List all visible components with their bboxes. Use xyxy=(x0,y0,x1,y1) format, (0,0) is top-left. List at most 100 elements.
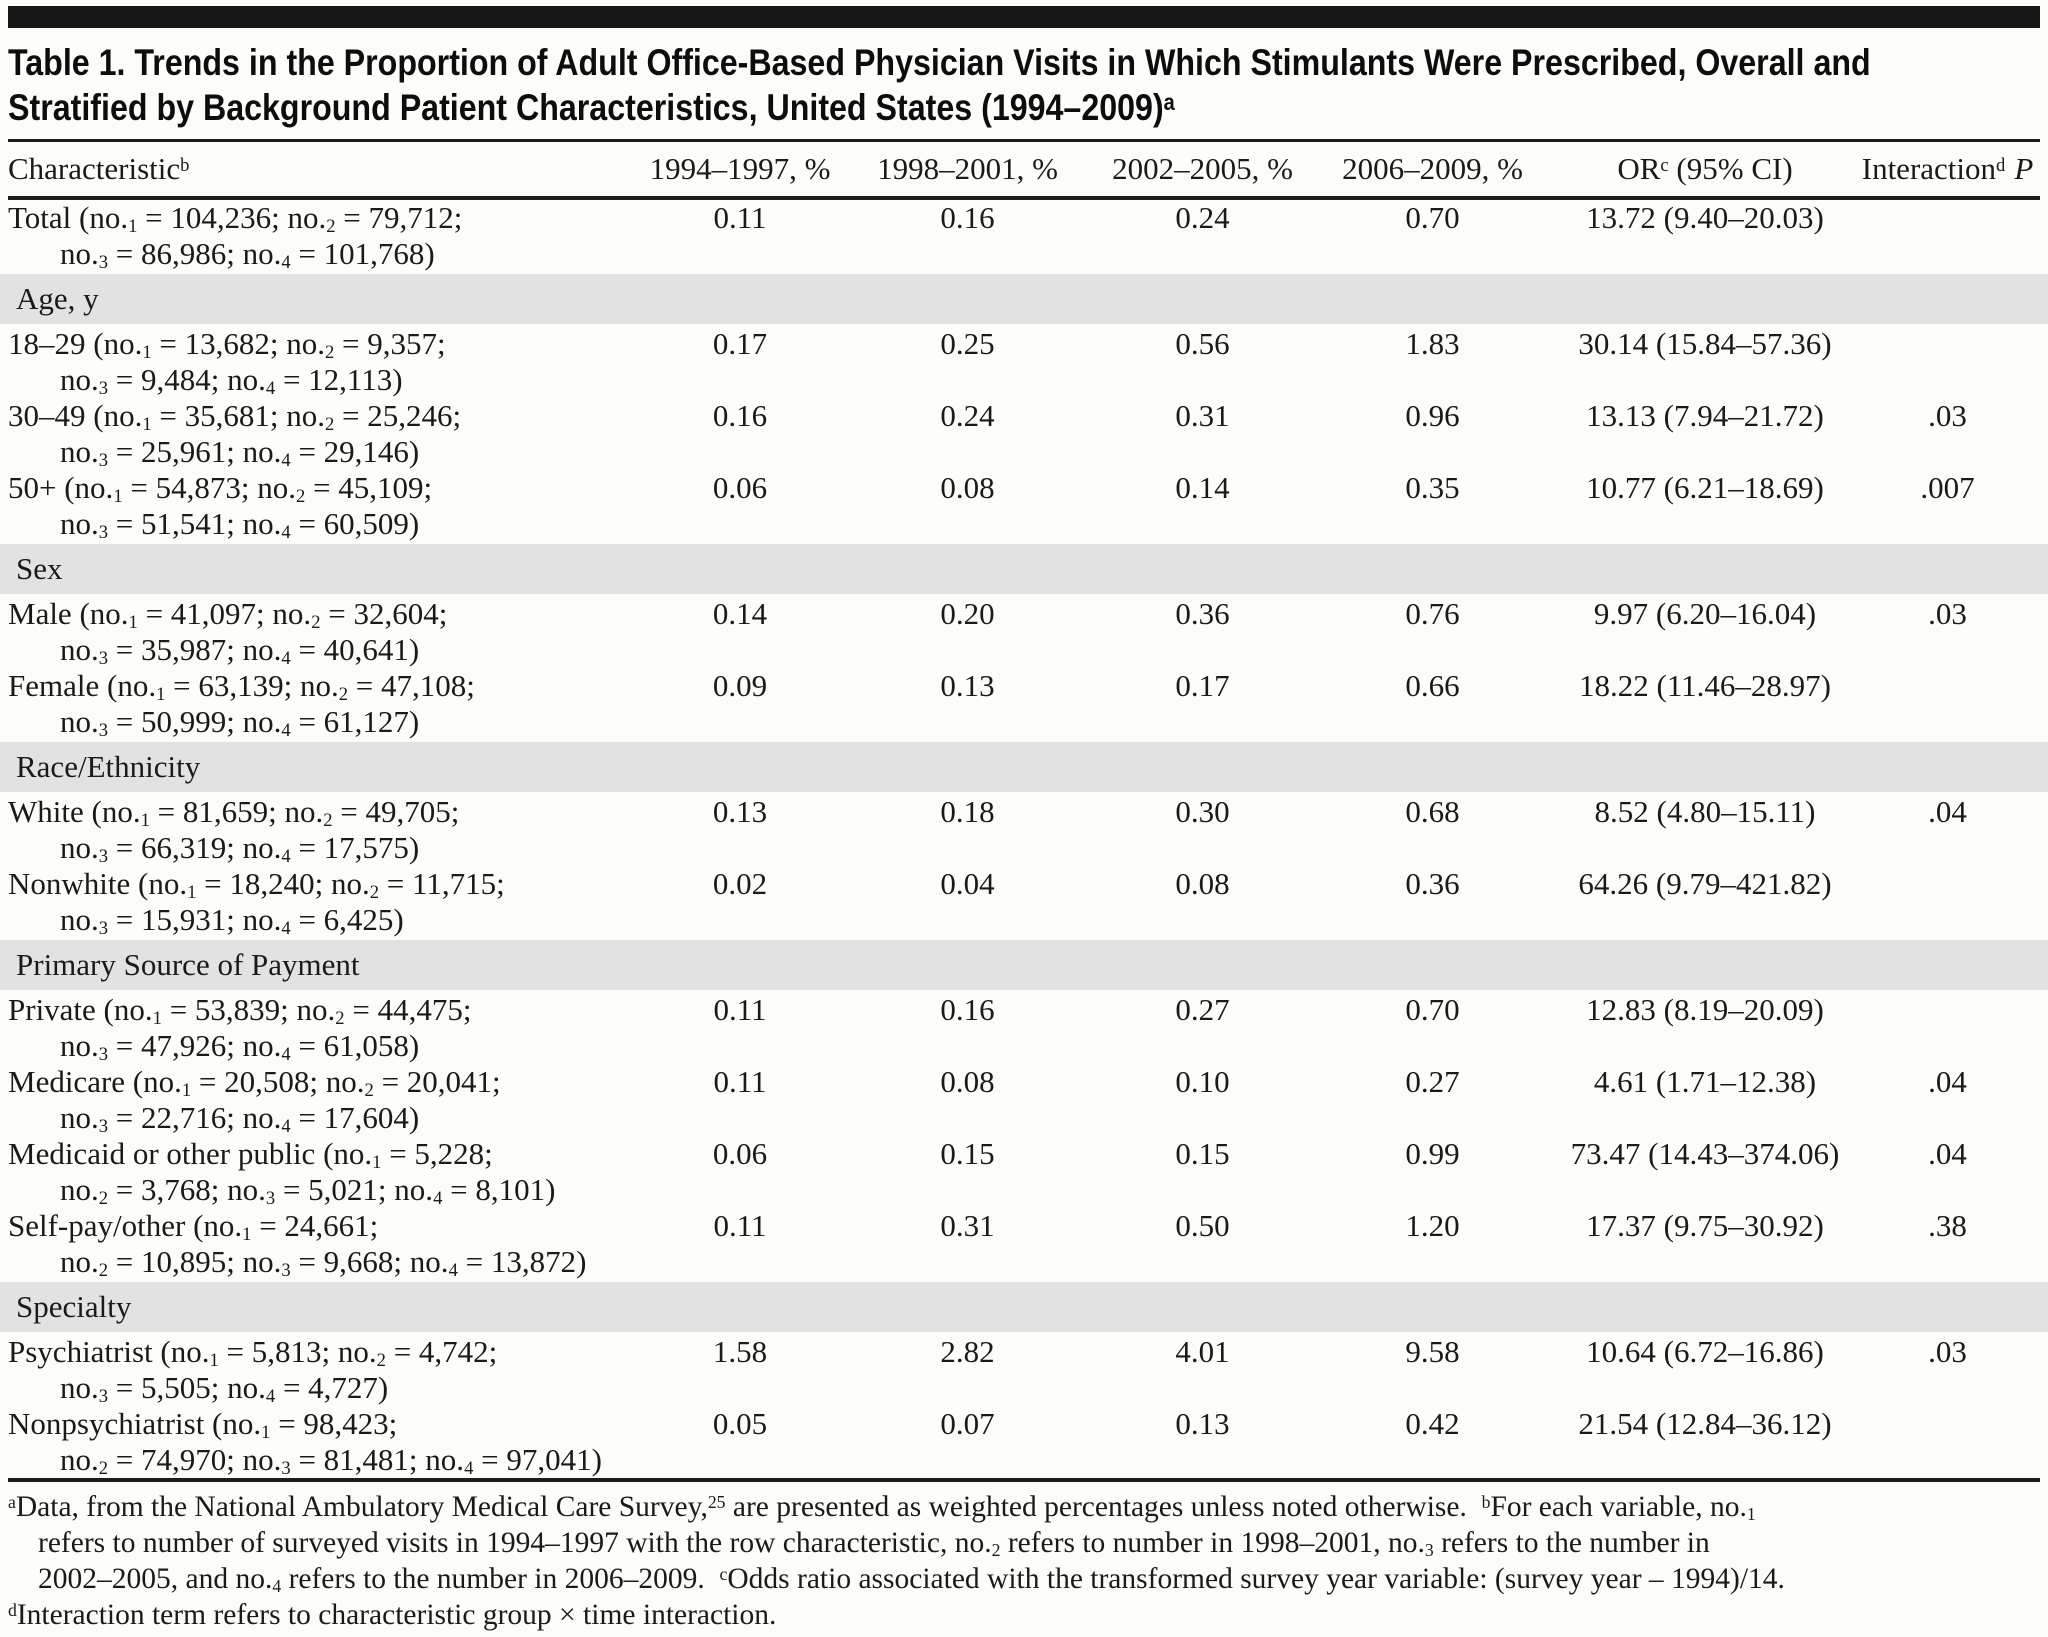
cell-2006-2009: 0.27 xyxy=(1405,1064,1460,1099)
footnote-line: aData, from the National Ambulatory Medi… xyxy=(8,1491,1756,1524)
row-label-continuation: no.3 = 86,986; no.4 = 101,768) xyxy=(60,236,435,274)
cell-2006-2009: 0.42 xyxy=(1405,1406,1460,1441)
section-row: Primary Source of Payment xyxy=(0,940,2048,990)
section-row: Age, y xyxy=(0,274,2048,324)
cell-1994-1997: 0.11 xyxy=(713,1064,767,1099)
cell-interaction-p: .04 xyxy=(1928,1064,1967,1099)
cell-2006-2009: 1.83 xyxy=(1405,326,1460,361)
cell-1998-2001: 0.13 xyxy=(940,668,995,703)
cell-1994-1997: 0.13 xyxy=(712,794,768,829)
cell-1994-1997: 0.11 xyxy=(713,992,767,1027)
cell-2006-2009: 0.36 xyxy=(1405,866,1460,901)
row-label: Female (no.1 = 63,139; no.2 = 47,108; no.… xyxy=(8,668,640,740)
row-label-continuation: no.3 = 5,505; no.4 = 4,727) xyxy=(60,1370,389,1408)
cell-1994-1997: 0.02 xyxy=(712,866,768,901)
top-rule-bar xyxy=(8,6,2040,28)
cell-1998-2001: 0.08 xyxy=(940,1064,995,1099)
cell-1994-1997: 0.05 xyxy=(712,1406,768,1441)
cell-interaction-p: .03 xyxy=(1928,398,1967,433)
row-label-line1: 30–49 (no.1 = 35,681; no.2 = 25,246; xyxy=(8,398,462,436)
row-label-line1: Nonpsychiatrist (no.1 = 98,423; xyxy=(8,1406,398,1444)
cell-1994-1997: 0.06 xyxy=(712,1136,768,1171)
cell-1998-2001: 0.31 xyxy=(940,1208,995,1243)
cell-1994-1997: 0.11 xyxy=(713,1208,767,1243)
cell-2002-2005: 0.24 xyxy=(1175,200,1230,235)
cell-1998-2001: 0.16 xyxy=(940,200,995,235)
cell-interaction-p: .007 xyxy=(1920,470,1975,505)
footnote-marker: 25 xyxy=(707,1492,726,1513)
cell-2002-2005: 0.56 xyxy=(1175,326,1230,361)
row-label-line1: White (no.1 = 81,659; no.2 = 49,705; xyxy=(8,794,460,832)
cell-1998-2001: 0.08 xyxy=(940,470,995,505)
row-label-continuation: no.3 = 9,484; no.4 = 12,113) xyxy=(60,362,403,400)
title-footnote-marker: a xyxy=(1163,88,1175,115)
row-label-continuation: no.3 = 50,999; no.4 = 61,127) xyxy=(60,704,420,742)
section-label: Specialty xyxy=(16,1289,132,1324)
section-label: Age, y xyxy=(16,281,99,316)
row-label: Nonpsychiatrist (no.1 = 98,423; no.2 = 74… xyxy=(8,1406,640,1478)
section-row: Sex xyxy=(0,544,2048,594)
row-label: 18–29 (no.1 = 13,682; no.2 = 9,357; no.3 … xyxy=(8,326,640,398)
cell-or-ci: 10.64 (6.72–16.86) xyxy=(1586,1334,1824,1369)
row-label-continuation: no.3 = 51,541; no.4 = 60,509) xyxy=(60,506,420,544)
row-label: White (no.1 = 81,659; no.2 = 49,705; no.3… xyxy=(8,794,640,866)
footnotes: aData, from the National Ambulatory Medi… xyxy=(8,1489,2040,1633)
cell-1998-2001: 0.24 xyxy=(940,398,995,433)
row-label-line1: Medicaid or other public (no.1 = 5,228; xyxy=(8,1136,493,1174)
cell-1998-2001: 0.20 xyxy=(940,596,995,631)
row-label-line1: 50+ (no.1 = 54,873; no.2 = 45,109; xyxy=(8,470,433,508)
table-row: Nonpsychiatrist (no.1 = 98,423; no.2 = 74… xyxy=(8,1406,2040,1478)
footer-rule xyxy=(8,1478,2040,1482)
footnote-marker: a xyxy=(8,1492,16,1513)
section-label: Primary Source of Payment xyxy=(16,947,360,982)
cell-1998-2001: 0.15 xyxy=(940,1136,995,1171)
cell-2006-2009: 1.20 xyxy=(1405,1208,1460,1243)
cell-or-ci: 17.37 (9.75–30.92) xyxy=(1586,1208,1824,1243)
row-label: Medicaid or other public (no.1 = 5,228; n… xyxy=(8,1136,640,1208)
row-label: Total (no.1 = 104,236; no.2 = 79,712; no.… xyxy=(8,200,640,272)
row-label-line1: Male (no.1 = 41,097; no.2 = 32,604; xyxy=(8,596,448,634)
cell-2006-2009: 0.70 xyxy=(1405,992,1460,1027)
cell-1994-1997: 1.58 xyxy=(712,1334,768,1369)
column-header-or-ci: ORc (95% CI) xyxy=(1617,151,1793,186)
row-label-continuation: no.3 = 22,716; no.4 = 17,604) xyxy=(60,1100,420,1138)
table-row: White (no.1 = 81,659; no.2 = 49,705; no.3… xyxy=(8,794,2040,866)
footnote-marker: d xyxy=(8,1600,17,1621)
cell-2002-2005: 0.08 xyxy=(1175,866,1230,901)
cell-2002-2005: 4.01 xyxy=(1175,1334,1230,1369)
cell-2002-2005: 0.15 xyxy=(1175,1136,1230,1171)
cell-interaction-p: .03 xyxy=(1928,596,1967,631)
row-label-continuation: no.3 = 25,961; no.4 = 29,146) xyxy=(60,434,420,472)
row-label: Male (no.1 = 41,097; no.2 = 32,604; no.3 … xyxy=(8,596,640,668)
footnote-line: dInteraction term refers to characterist… xyxy=(8,1599,777,1631)
cell-or-ci: 64.26 (9.79–421.82) xyxy=(1578,866,1832,901)
table-row: Female (no.1 = 63,139; no.2 = 47,108; no.… xyxy=(8,668,2040,740)
footnote-marker: c xyxy=(719,1564,728,1585)
title-line-1: Table 1. Trends in the Proportion of Adu… xyxy=(8,42,1871,83)
column-header-1998-2001: 1998–2001, % xyxy=(877,151,1058,186)
table-row: Psychiatrist (no.1 = 5,813; no.2 = 4,742… xyxy=(8,1334,2040,1406)
cell-2006-2009: 0.70 xyxy=(1405,200,1460,235)
cell-or-ci: 8.52 (4.80–15.11) xyxy=(1594,794,1816,829)
table-row: Private (no.1 = 53,839; no.2 = 44,475; no… xyxy=(8,992,2040,1064)
table-row: Medicaid or other public (no.1 = 5,228; n… xyxy=(8,1136,2040,1208)
cell-2002-2005: 0.31 xyxy=(1175,398,1230,433)
cell-1994-1997: 0.06 xyxy=(712,470,768,505)
cell-or-ci: 4.61 (1.71–12.38) xyxy=(1593,1064,1817,1099)
cell-1994-1997: 0.09 xyxy=(712,668,768,703)
table-row: Male (no.1 = 41,097; no.2 = 32,604; no.3 … xyxy=(8,596,2040,668)
cell-2002-2005: 0.17 xyxy=(1175,668,1230,703)
row-label-line1: Medicare (no.1 = 20,508; no.2 = 20,041; xyxy=(8,1064,501,1102)
table-header-row: Characteristicb 1994–1997, % 1998–2001, … xyxy=(8,142,2040,196)
row-label: Private (no.1 = 53,839; no.2 = 44,475; no… xyxy=(8,992,640,1064)
row-label-continuation: no.2 = 3,768; no.3 = 5,021; no.4 = 8,101… xyxy=(60,1172,556,1210)
row-label-line1: Self-pay/other (no.1 = 24,661; xyxy=(8,1208,379,1246)
cell-2002-2005: 0.36 xyxy=(1175,596,1230,631)
cell-interaction-p: .04 xyxy=(1928,794,1967,829)
cell-or-ci: 13.72 (9.40–20.03) xyxy=(1586,200,1824,235)
page-title: Table 1. Trends in the Proportion of Adu… xyxy=(8,40,2040,130)
cell-2006-2009: 0.68 xyxy=(1405,794,1460,829)
cell-1994-1997: 0.14 xyxy=(712,596,768,631)
row-label-line1: Female (no.1 = 63,139; no.2 = 47,108; xyxy=(8,668,475,706)
